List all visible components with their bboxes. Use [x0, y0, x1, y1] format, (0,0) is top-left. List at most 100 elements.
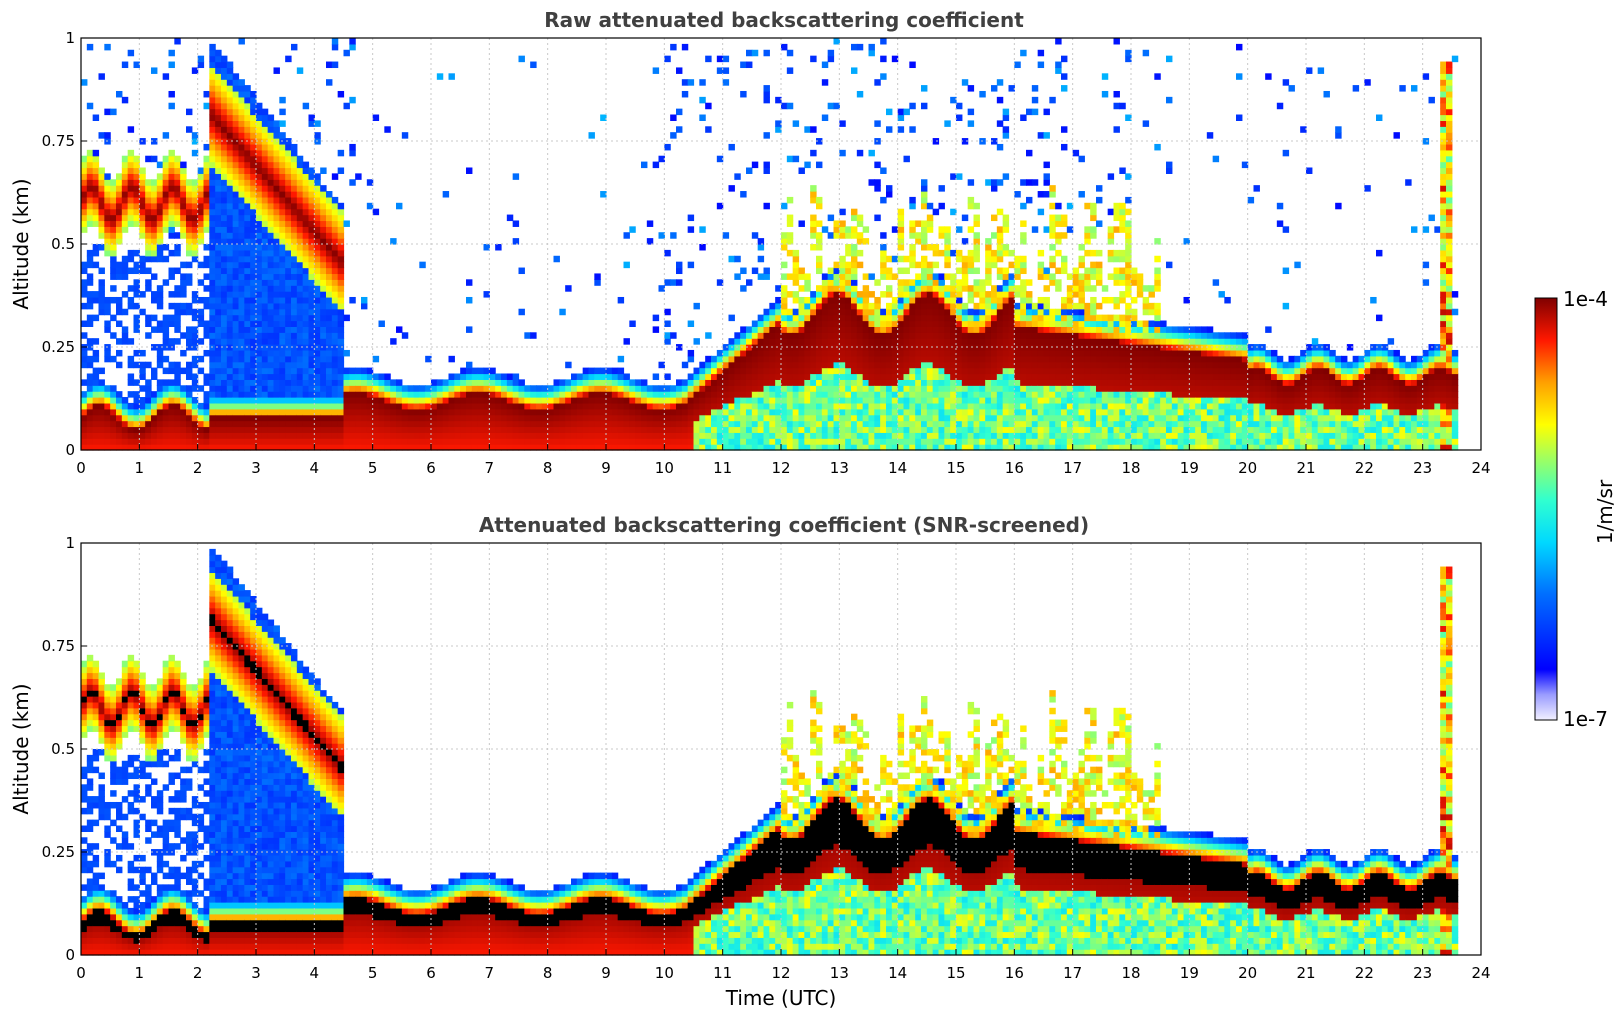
heat-cell: [518, 402, 525, 410]
heat-cell: [1043, 320, 1050, 327]
heat-cell: [209, 397, 216, 404]
heat-cell: [302, 220, 310, 227]
heat-cell: [501, 379, 508, 386]
heat-cell: [740, 285, 747, 292]
heat-cell: [921, 391, 928, 398]
heat-cell: [244, 85, 251, 92]
heat-cell: [926, 332, 934, 339]
heat-cell: [477, 432, 485, 439]
heat-cell: [343, 444, 350, 451]
heat-cell: [687, 397, 695, 404]
heat-cell: [273, 196, 280, 204]
heat-cell: [296, 408, 304, 416]
heat-cell: [261, 108, 269, 116]
heat-cell: [261, 132, 269, 139]
heat-cell: [104, 432, 111, 439]
heat-cell: [571, 420, 578, 428]
heat-cell: [693, 373, 700, 380]
heat-cell: [261, 179, 269, 186]
heat-cell: [296, 349, 304, 357]
heat-cell: [180, 349, 187, 357]
heat-cell: [355, 426, 362, 433]
heat-cell: [722, 408, 730, 416]
heat-cell: [98, 244, 105, 251]
heat-cell: [658, 408, 665, 416]
heat-cell: [489, 385, 496, 392]
heat-cell: [670, 232, 677, 239]
heat-cell: [763, 426, 770, 433]
heat-cell: [291, 202, 298, 210]
heat-cell: [874, 320, 881, 327]
heat-cell: [256, 232, 263, 239]
heat-cell: [209, 302, 216, 310]
heat-cell: [734, 332, 741, 339]
heat-cell: [623, 338, 630, 345]
heat-cell: [775, 302, 782, 310]
heat-cell: [967, 426, 975, 433]
heat-cell: [477, 385, 485, 392]
heat-cell: [553, 379, 560, 386]
heat-cell: [186, 273, 193, 280]
heat-cell: [985, 320, 992, 327]
heat-cell: [874, 391, 881, 398]
heat-cell: [314, 226, 321, 233]
heat-cell: [151, 432, 158, 439]
heat-cell: [611, 367, 619, 375]
heat-cell: [226, 196, 234, 204]
heat-cell: [810, 232, 817, 239]
heat-cell: [302, 267, 310, 275]
heat-cell: [191, 379, 199, 386]
heat-cell: [711, 367, 718, 375]
heat-cell: [944, 414, 951, 422]
heat-cell: [226, 90, 234, 98]
heat-cell: [261, 391, 269, 398]
heat-cell: [781, 379, 788, 386]
heat-cell: [232, 285, 240, 292]
heat-cell: [915, 279, 922, 286]
heat-cell: [460, 397, 467, 404]
heat-cell: [279, 308, 286, 316]
heat-cell: [296, 161, 304, 169]
heat-cell: [804, 308, 811, 316]
heat-cell: [256, 391, 263, 398]
heat-cell: [617, 367, 625, 375]
heat-cell: [454, 373, 461, 380]
heat-cell: [203, 202, 210, 210]
heat-cell: [110, 273, 117, 280]
heat-cell: [86, 355, 94, 363]
heat-cell: [495, 444, 502, 451]
heat-cell: [442, 408, 450, 416]
heat-cell: [851, 379, 858, 386]
heat-cell: [471, 414, 479, 422]
heat-cell: [845, 302, 852, 310]
heat-cell: [156, 426, 164, 433]
heat-cell: [331, 432, 339, 439]
heat-cell: [209, 149, 216, 157]
heat-cell: [874, 296, 881, 304]
heat-cell: [711, 420, 718, 428]
heat-cell: [1008, 385, 1015, 392]
heat-cell: [174, 214, 181, 222]
heat-cell: [221, 202, 228, 210]
heat-cell: [238, 402, 245, 410]
heat-cell: [821, 308, 829, 316]
heat-cell: [886, 185, 893, 192]
heat-cell: [518, 414, 525, 422]
heat-cell: [687, 355, 695, 363]
heat-cell: [926, 432, 934, 439]
heat-cell: [996, 208, 1004, 216]
heat-cell: [151, 326, 158, 333]
heat-cell: [460, 391, 467, 398]
heat-cell: [903, 438, 910, 445]
heat-cell: [1031, 344, 1039, 351]
heat-cell: [839, 226, 846, 233]
heat-cell: [862, 349, 870, 357]
heat-cell: [635, 432, 642, 439]
heat-cell: [256, 173, 263, 180]
heat-cell: [775, 355, 782, 363]
heat-cell: [839, 338, 846, 345]
heat-cell: [86, 261, 94, 269]
heat-cell: [833, 391, 840, 398]
heat-cell: [932, 138, 940, 145]
heat-cell: [261, 114, 269, 121]
